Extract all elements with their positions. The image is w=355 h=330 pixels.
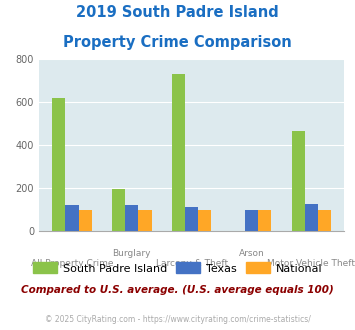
Text: Burglary: Burglary xyxy=(113,249,151,258)
Bar xyxy=(318,210,331,231)
Text: Compared to U.S. average. (U.S. average equals 100): Compared to U.S. average. (U.S. average … xyxy=(21,285,334,295)
Bar xyxy=(198,210,212,231)
Text: Larceny & Theft: Larceny & Theft xyxy=(155,259,228,268)
Legend: South Padre Island, Texas, National: South Padre Island, Texas, National xyxy=(28,258,327,278)
Bar xyxy=(125,205,138,231)
Bar xyxy=(112,189,125,231)
Bar xyxy=(172,74,185,231)
Text: All Property Crime: All Property Crime xyxy=(31,259,113,268)
Text: 2019 South Padre Island: 2019 South Padre Island xyxy=(76,5,279,20)
Bar xyxy=(65,205,78,231)
Bar xyxy=(305,204,318,231)
Bar xyxy=(258,210,271,231)
Bar xyxy=(245,210,258,231)
Bar xyxy=(138,210,152,231)
Bar xyxy=(185,208,198,231)
Bar xyxy=(78,210,92,231)
Text: © 2025 CityRating.com - https://www.cityrating.com/crime-statistics/: © 2025 CityRating.com - https://www.city… xyxy=(45,315,310,324)
Text: Motor Vehicle Theft: Motor Vehicle Theft xyxy=(267,259,355,268)
Text: Property Crime Comparison: Property Crime Comparison xyxy=(63,35,292,50)
Bar xyxy=(292,131,305,231)
Bar xyxy=(52,98,65,231)
Text: Arson: Arson xyxy=(239,249,264,258)
